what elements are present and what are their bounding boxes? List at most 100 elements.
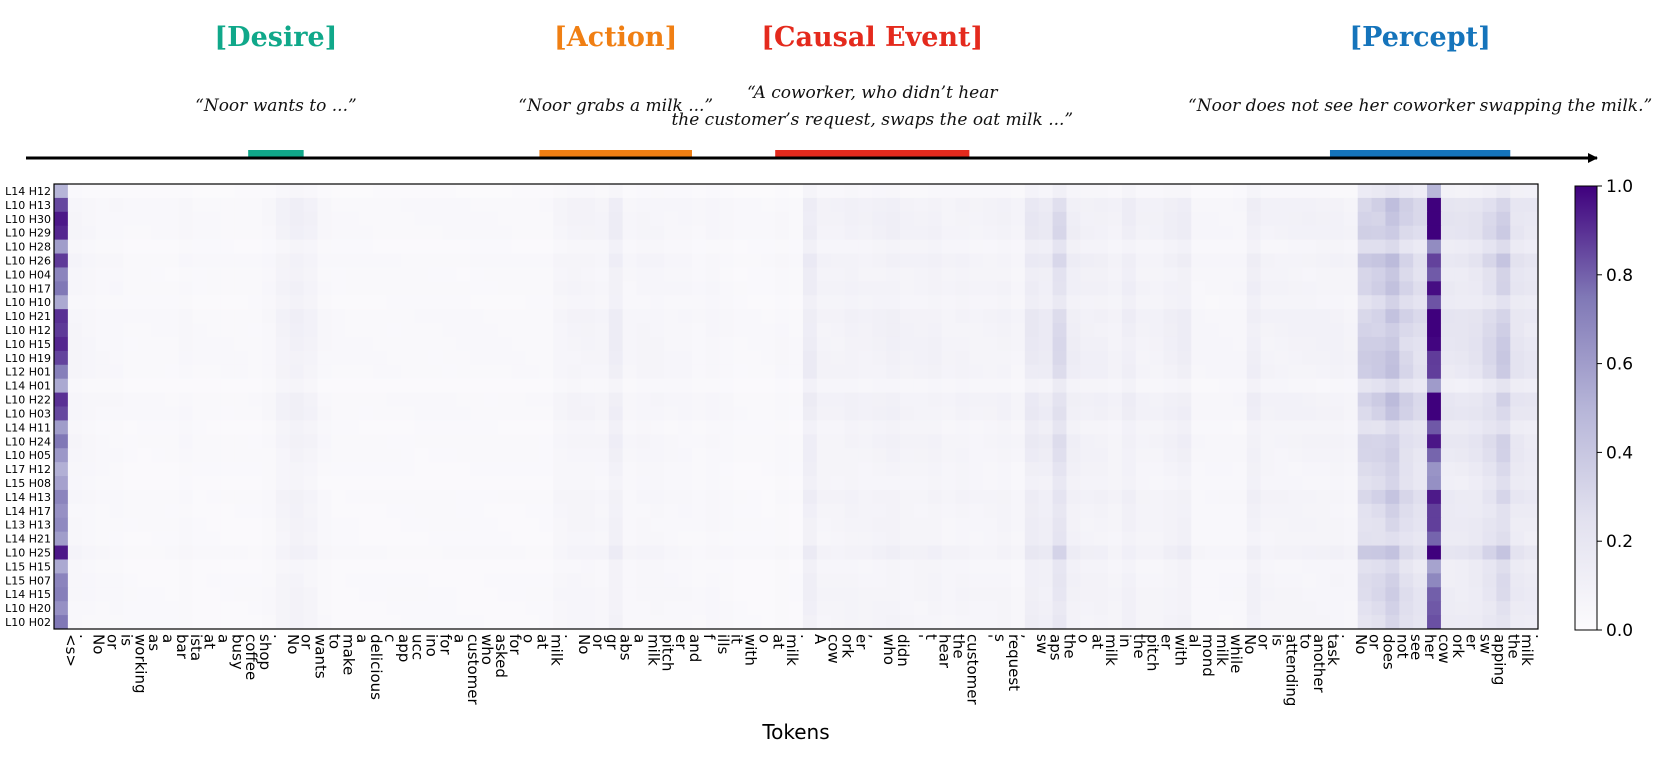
heatmap-cell bbox=[1246, 517, 1262, 533]
heatmap-cell bbox=[900, 489, 915, 505]
heatmap-cell bbox=[608, 406, 624, 421]
heatmap-cell bbox=[1524, 573, 1539, 588]
heatmap-cell bbox=[1121, 448, 1137, 463]
heatmap-cell bbox=[955, 197, 970, 213]
heatmap-cell bbox=[123, 559, 138, 574]
heatmap-cell bbox=[594, 309, 610, 324]
head-label: L10 H13 bbox=[5, 199, 51, 212]
heatmap-cell bbox=[1205, 378, 1220, 393]
heatmap-cell bbox=[1329, 448, 1345, 463]
heatmap-cell bbox=[1066, 573, 1081, 588]
heatmap-cell bbox=[608, 309, 624, 324]
heatmap-cell bbox=[1496, 239, 1511, 254]
heatmap-cell bbox=[816, 197, 832, 213]
colorbar-tick-label: 0.2 bbox=[1606, 532, 1633, 552]
heatmap-cell bbox=[54, 573, 69, 588]
heatmap-cell bbox=[123, 434, 138, 449]
heatmap-cell bbox=[1274, 406, 1289, 421]
heatmap-cell bbox=[1357, 184, 1372, 199]
heatmap-cell bbox=[1385, 517, 1400, 533]
heatmap-cell bbox=[1246, 267, 1262, 282]
heatmap-cell bbox=[567, 350, 582, 366]
heatmap-cell bbox=[428, 476, 443, 491]
heatmap-cell bbox=[678, 309, 693, 324]
heatmap-cell bbox=[719, 253, 734, 268]
heatmap-cell bbox=[1080, 253, 1095, 268]
heatmap-cell bbox=[650, 462, 665, 477]
heatmap-cell bbox=[456, 378, 471, 393]
heatmap-cell bbox=[1524, 420, 1539, 435]
token-label: No bbox=[90, 634, 108, 654]
token-label: the bbox=[1504, 634, 1522, 659]
heatmap-cell bbox=[442, 601, 457, 616]
heatmap-cells bbox=[54, 184, 1539, 630]
heatmap-cell bbox=[775, 184, 790, 199]
heatmap-cell bbox=[719, 559, 734, 574]
heatmap-cell bbox=[789, 559, 804, 574]
heatmap-cell bbox=[67, 573, 83, 588]
heatmap-cell bbox=[816, 211, 832, 227]
heatmap-cell bbox=[1135, 573, 1151, 588]
heatmap-cell bbox=[1205, 309, 1220, 324]
heatmap-cell bbox=[1288, 378, 1303, 393]
heatmap-cell bbox=[414, 601, 429, 616]
heatmap-cell bbox=[81, 309, 97, 324]
heatmap-cell bbox=[428, 615, 443, 630]
heatmap-cell bbox=[303, 239, 318, 254]
heatmap-cell bbox=[386, 295, 402, 310]
heatmap-cell bbox=[622, 239, 637, 254]
heatmap-cell bbox=[1108, 267, 1123, 282]
heatmap-cell bbox=[733, 406, 748, 421]
heatmap-cell bbox=[1094, 392, 1109, 407]
heatmap-cell bbox=[1121, 323, 1137, 338]
heatmap-cell bbox=[1066, 476, 1081, 491]
heatmap-cell bbox=[650, 197, 665, 213]
heatmap-cell bbox=[1274, 323, 1289, 338]
heatmap-cell bbox=[289, 267, 305, 282]
heatmap-cell bbox=[1246, 336, 1262, 352]
heatmap-cell bbox=[234, 211, 249, 227]
head-label: L10 H17 bbox=[5, 282, 51, 295]
heatmap-cell bbox=[844, 281, 859, 296]
heatmap-cell bbox=[567, 531, 582, 546]
heatmap-cell bbox=[747, 184, 762, 199]
heatmap-cell bbox=[289, 184, 305, 199]
heatmap-cell bbox=[705, 406, 721, 421]
heatmap-cell bbox=[67, 239, 83, 254]
heatmap-cell bbox=[317, 489, 332, 505]
heatmap-cell bbox=[95, 350, 110, 366]
heatmap-cell bbox=[608, 253, 624, 268]
heatmap-cell bbox=[345, 545, 360, 560]
heatmap-cell bbox=[747, 211, 762, 227]
heatmap-cell bbox=[1302, 420, 1317, 435]
heatmap-cell bbox=[1302, 462, 1317, 477]
heatmap-cell bbox=[1010, 267, 1026, 282]
heatmap-cell bbox=[1274, 253, 1289, 268]
heatmap-cell bbox=[483, 559, 499, 574]
heatmap-cell bbox=[539, 601, 554, 616]
heatmap-cell bbox=[386, 559, 402, 574]
head-label: L14 H12 bbox=[5, 185, 51, 198]
heatmap-cell bbox=[331, 489, 346, 505]
heatmap-cell bbox=[386, 615, 402, 630]
heatmap-cell bbox=[1316, 378, 1331, 393]
heatmap-cell bbox=[192, 323, 207, 338]
heatmap-cell bbox=[1135, 378, 1151, 393]
heatmap-cell bbox=[1260, 211, 1275, 227]
heatmap-cell bbox=[1135, 350, 1151, 366]
heatmap-cell bbox=[969, 420, 984, 435]
heatmap-cell bbox=[872, 364, 887, 380]
heatmap-cell bbox=[1510, 323, 1525, 338]
heatmap-cell bbox=[1496, 420, 1511, 435]
heatmap-cell bbox=[553, 253, 568, 268]
heatmap-cell bbox=[844, 295, 859, 310]
heatmap-cell bbox=[691, 420, 707, 435]
heatmap-cell bbox=[664, 503, 679, 519]
heatmap-cell bbox=[95, 239, 110, 254]
heatmap-cell bbox=[969, 364, 984, 380]
heatmap-cell bbox=[400, 295, 415, 310]
heatmap-cell bbox=[1316, 309, 1331, 324]
token-label: al bbox=[1185, 634, 1203, 647]
heatmap-cell bbox=[123, 378, 138, 393]
heatmap-cell bbox=[761, 378, 776, 393]
